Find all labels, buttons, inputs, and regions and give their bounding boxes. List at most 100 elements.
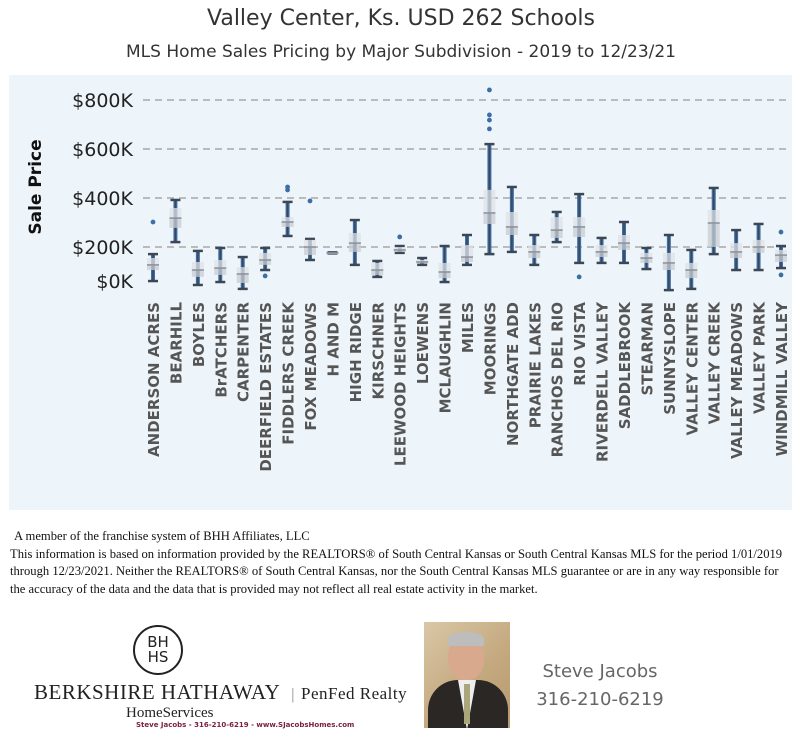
box-anderson-acres bbox=[147, 219, 159, 283]
box-rio-vista bbox=[573, 192, 586, 280]
box-riverdell-valley bbox=[595, 236, 608, 265]
x-tick-label: ANDERSON ACRES bbox=[145, 302, 163, 457]
box-lower bbox=[236, 273, 249, 284]
x-tick-label: BrATCHERS bbox=[212, 302, 230, 398]
box-lower bbox=[214, 268, 227, 275]
box-lower bbox=[147, 264, 159, 271]
box-upper bbox=[730, 243, 743, 252]
outlier-point bbox=[397, 234, 403, 240]
x-tick-label: VALLEY CREEK bbox=[706, 301, 724, 425]
box-lower bbox=[528, 251, 541, 259]
chart-background bbox=[9, 75, 792, 510]
x-tick-label: SADDLEBROOK bbox=[616, 301, 634, 430]
box-upper bbox=[461, 245, 473, 258]
box-northgate-add bbox=[505, 185, 518, 254]
box-lower bbox=[752, 247, 765, 253]
box-lower bbox=[775, 255, 787, 262]
box-upper bbox=[595, 245, 608, 252]
box-lower bbox=[640, 258, 653, 263]
x-tick-label: BEARHILL bbox=[167, 302, 185, 385]
brand-sub: HomeServices bbox=[126, 705, 214, 721]
y-axis-label: Sale Price bbox=[26, 139, 46, 234]
box-stearman bbox=[640, 246, 653, 271]
x-tick-label: WINDMILL VALLEY bbox=[773, 301, 791, 457]
box-valley-creek bbox=[707, 186, 720, 256]
agent-phone: 316-210-6219 bbox=[536, 689, 664, 710]
x-tick-label: SUNNYSLOPE bbox=[661, 302, 679, 415]
box-deerfield-estates bbox=[259, 246, 272, 279]
x-tick-label: RANCHOS DEL RIO bbox=[549, 302, 567, 457]
box-moorings bbox=[483, 87, 496, 256]
box-upper bbox=[752, 239, 765, 247]
x-tick-label: VALLEY PARK bbox=[751, 301, 769, 414]
x-tick-label: VALLEY MEADOWS bbox=[728, 302, 746, 459]
box-lower bbox=[707, 222, 720, 247]
box-fiddlers-creek bbox=[281, 184, 294, 238]
box-prairie-lakes bbox=[528, 233, 541, 267]
logo-contact: Steve Jacobs - 316-210-6219 - www.SJacob… bbox=[136, 721, 355, 729]
box-upper bbox=[393, 247, 406, 250]
box-upper bbox=[618, 234, 630, 244]
bhhs-seal-icon: BH HS bbox=[133, 625, 183, 675]
x-tick-label: VALLEY CENTER bbox=[683, 302, 701, 436]
box-lower bbox=[281, 222, 294, 227]
box-upper bbox=[214, 259, 227, 269]
box-lower bbox=[483, 212, 496, 224]
chart-subtitle: MLS Home Sales Pricing by Major Subdivis… bbox=[126, 42, 676, 62]
y-tick-label: $800K bbox=[72, 90, 133, 112]
box-h-and-m bbox=[326, 251, 339, 255]
y-tick-label: $200K bbox=[72, 237, 133, 259]
x-tick-label: DEERFIELD ESTATES bbox=[257, 302, 275, 472]
box-loewens bbox=[416, 256, 429, 267]
x-tick-label: RIVERDELL VALLEY bbox=[594, 301, 612, 462]
box-upper bbox=[528, 245, 541, 252]
x-tick-label: MILES bbox=[459, 302, 477, 353]
box-lower bbox=[259, 259, 272, 265]
outlier-point bbox=[778, 272, 784, 278]
box-upper bbox=[147, 258, 159, 265]
box-valley-park bbox=[752, 222, 765, 272]
outlier-point bbox=[307, 198, 313, 204]
box-lower bbox=[595, 251, 608, 258]
box-high-ridge bbox=[348, 218, 361, 267]
box-lower bbox=[550, 230, 563, 238]
x-tick-label: MOORINGS bbox=[481, 302, 499, 395]
box-lower bbox=[348, 243, 361, 252]
x-tick-label: LEEWOOD HEIGHTS bbox=[392, 302, 410, 466]
x-tick-label: HIGH RIDGE bbox=[347, 302, 365, 402]
x-tick-label: FOX MEADOWS bbox=[302, 302, 320, 431]
box-upper bbox=[371, 262, 384, 271]
x-tick-label: MCLAUGHLIN bbox=[437, 302, 455, 413]
box-valley-center bbox=[685, 248, 698, 291]
box-upper bbox=[348, 233, 361, 244]
agent-name: Steve Jacobs bbox=[542, 661, 658, 682]
box-kirschner bbox=[371, 259, 384, 279]
agent-contact: Steve Jacobs 316-210-6219 bbox=[520, 658, 680, 714]
box-lower bbox=[618, 243, 630, 250]
box-upper bbox=[707, 210, 720, 223]
box-mclaughlin bbox=[438, 244, 451, 284]
x-tick-label: LOEWENS bbox=[414, 302, 432, 384]
box-bratchers bbox=[214, 246, 227, 284]
box-upper bbox=[573, 217, 586, 227]
box-upper bbox=[304, 239, 316, 247]
box-fox-meadows bbox=[304, 198, 316, 262]
outlier-point bbox=[285, 184, 290, 190]
box-lower bbox=[169, 218, 182, 228]
box-upper bbox=[191, 261, 204, 271]
x-tick-label: KIRSCHNER bbox=[369, 302, 387, 400]
box-boyles bbox=[191, 249, 204, 287]
outlier-point bbox=[487, 112, 492, 118]
box-lower bbox=[191, 270, 204, 277]
box-upper bbox=[281, 217, 294, 223]
box-bearhill bbox=[169, 198, 182, 244]
x-tick-label: PRAIRIE LAKES bbox=[526, 302, 544, 428]
box-lower bbox=[461, 257, 473, 262]
box-upper bbox=[505, 211, 518, 227]
box-ranchos-del-rio bbox=[550, 210, 563, 244]
box-lower bbox=[371, 270, 384, 275]
outlier-point bbox=[262, 273, 268, 279]
x-tick-label: CARPENTER bbox=[235, 302, 253, 402]
x-tick-label: STEARMAN bbox=[638, 302, 656, 396]
x-tick-label: NORTHGATE ADD bbox=[504, 302, 522, 446]
